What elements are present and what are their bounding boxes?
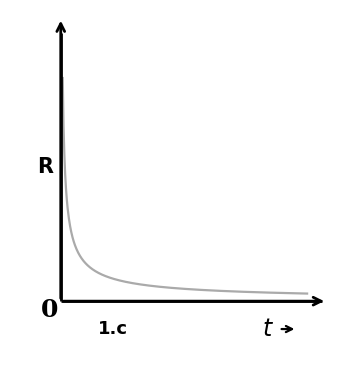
Text: 1.c: 1.c	[97, 320, 128, 338]
Text: $t$: $t$	[262, 318, 274, 341]
Text: 0: 0	[41, 298, 58, 322]
Text: R: R	[37, 157, 53, 177]
